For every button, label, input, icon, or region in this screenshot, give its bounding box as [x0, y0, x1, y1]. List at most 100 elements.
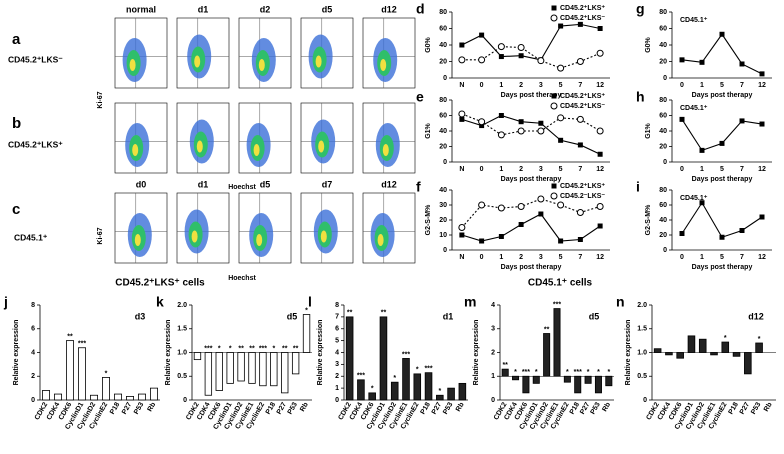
significance-mark: ***: [78, 341, 86, 348]
x-tick-label: 1: [499, 82, 503, 89]
x-tick-label: 1: [700, 254, 704, 261]
point: [597, 151, 603, 157]
y-tick-label: 0: [663, 159, 667, 166]
cell-cloud: [318, 140, 325, 153]
cell-cloud: [196, 140, 203, 153]
y-tick-label: 5: [335, 337, 339, 344]
point: [497, 204, 505, 212]
bar: [102, 377, 111, 401]
bar: [137, 393, 146, 401]
point: [517, 203, 525, 210]
bar: [532, 375, 540, 384]
x-tick-label: 1: [499, 254, 503, 261]
cell-cloud: [253, 144, 260, 156]
y-axis-title: G2-S-M%: [425, 204, 432, 236]
y-tick-label: 80: [659, 187, 667, 194]
significance-mark: *: [514, 369, 517, 376]
y-tick-label: 8: [31, 302, 35, 309]
point: [518, 119, 524, 125]
bar: [698, 338, 707, 353]
panel-letter: e: [416, 89, 424, 105]
group-title: CD45.2⁺LKS⁺ cells: [115, 278, 205, 289]
x-tick-label: Rb: [299, 401, 310, 413]
y-tick-label: 0: [643, 397, 647, 404]
column-label: d12: [381, 4, 397, 14]
x-tick-label: 7: [740, 254, 744, 261]
y-tick-label: 20: [659, 143, 667, 150]
y-tick-label: 3: [491, 326, 495, 333]
y-tick-label: 4: [335, 349, 339, 356]
bar: [193, 352, 202, 361]
y-tick-label: 0: [183, 397, 187, 404]
legend-marker: [550, 14, 558, 22]
significance-mark: *: [272, 345, 275, 352]
bar: [553, 308, 561, 377]
x-tick-label: 5: [559, 82, 563, 89]
y-tick-label: 1.5: [637, 326, 647, 333]
x-axis-title: Days post therapy: [501, 92, 562, 99]
y-tick-label: 40: [439, 128, 447, 135]
point: [719, 234, 725, 240]
significance-mark: *: [105, 370, 108, 377]
significance-mark: **: [293, 345, 299, 352]
point: [597, 223, 603, 229]
y-axis-title: Relative expression: [317, 320, 324, 386]
panel-letter: c: [12, 201, 20, 218]
bar: [66, 340, 75, 401]
point: [517, 43, 525, 51]
y-tick-label: 2: [31, 373, 35, 380]
y-tick-label: 0: [443, 159, 447, 166]
x-tick-label: 3: [539, 82, 543, 89]
point: [719, 140, 725, 146]
legend-marker: [550, 192, 558, 200]
legend-label: CD45.2⁺LKS⁻: [560, 103, 605, 110]
axis-label: Hoechst: [228, 275, 256, 282]
x-tick-label: P27: [579, 401, 591, 415]
x-tick-label: P18: [420, 401, 432, 415]
bar: [90, 394, 99, 401]
x-tick-label: P27: [276, 401, 288, 415]
point: [479, 32, 485, 38]
significance-mark: ***: [574, 369, 582, 376]
x-axis-title: Days post therapy: [501, 264, 562, 271]
x-tick-label: 7: [578, 82, 582, 89]
x-tick-label: 0: [680, 82, 684, 89]
x-tick-label: Rb: [601, 401, 612, 413]
y-tick-label: 0: [663, 75, 667, 82]
point: [576, 115, 584, 123]
y-tick-label: 0: [443, 247, 447, 254]
point: [679, 116, 685, 122]
bar: [379, 316, 388, 401]
cell-cloud: [132, 144, 139, 156]
bar: [665, 352, 673, 356]
axis-label: Ki-67: [97, 227, 104, 244]
bar: [676, 352, 684, 359]
y-tick-label: 40: [659, 217, 667, 224]
y-tick-label: 1.0: [177, 349, 187, 356]
x-tick-label: 3: [539, 166, 543, 173]
legend-label: CD45.2⁺LKS⁺: [560, 93, 605, 100]
y-tick-label: 4: [491, 302, 495, 309]
y-tick-label: 0: [491, 397, 495, 404]
bar: [270, 352, 278, 387]
significance-mark: *: [587, 369, 590, 376]
point: [459, 42, 465, 48]
significance-mark: ***: [553, 301, 561, 308]
point: [679, 57, 685, 63]
y-axis-title: Relative expression: [13, 320, 20, 386]
y-tick-label: 2.0: [177, 302, 187, 309]
panel-letter: j: [3, 294, 8, 310]
panel-letter: a: [12, 31, 21, 48]
x-tick-label: 0: [680, 254, 684, 261]
point: [679, 231, 685, 236]
x-tick-label: N: [459, 82, 464, 89]
bar: [605, 375, 613, 387]
column-label: d2: [260, 4, 271, 14]
significance-mark: ***: [402, 351, 410, 358]
bar: [126, 396, 135, 401]
x-tick-label: 1: [499, 166, 503, 173]
x-tick-label: 12: [758, 166, 766, 173]
legend-label: CD45.2⁺LKS⁻: [560, 15, 605, 22]
point: [458, 224, 466, 231]
x-tick-label: 7: [578, 166, 582, 173]
